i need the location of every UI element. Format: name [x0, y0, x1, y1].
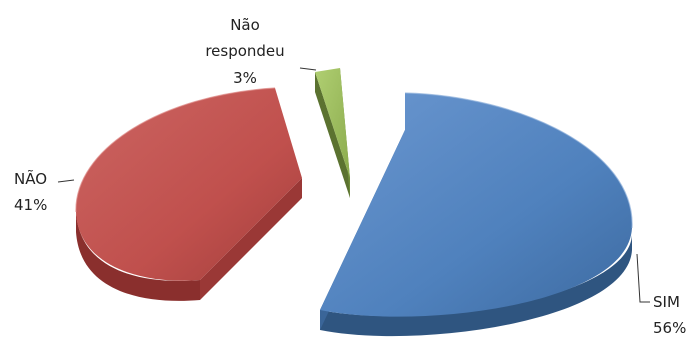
label-nao-value: 41%	[14, 196, 47, 214]
label-nao-respondeu-line1: Não	[230, 16, 260, 34]
label-nao: NÃO	[14, 169, 47, 188]
label-sim-value: 56%	[653, 319, 686, 337]
leader-line-nao	[57, 179, 75, 183]
pie-slice-sim	[320, 92, 633, 337]
leader-line-nao-respondeu	[299, 67, 317, 71]
pie-slice-nao-respondeu	[315, 68, 350, 198]
label-nao-respondeu-value: 3%	[233, 69, 257, 87]
leader-line-sim	[636, 253, 650, 303]
label-nao-respondeu-line2: respondeu	[205, 42, 284, 60]
pie-slice-nao	[75, 87, 302, 301]
label-sim: SIM	[653, 293, 680, 311]
